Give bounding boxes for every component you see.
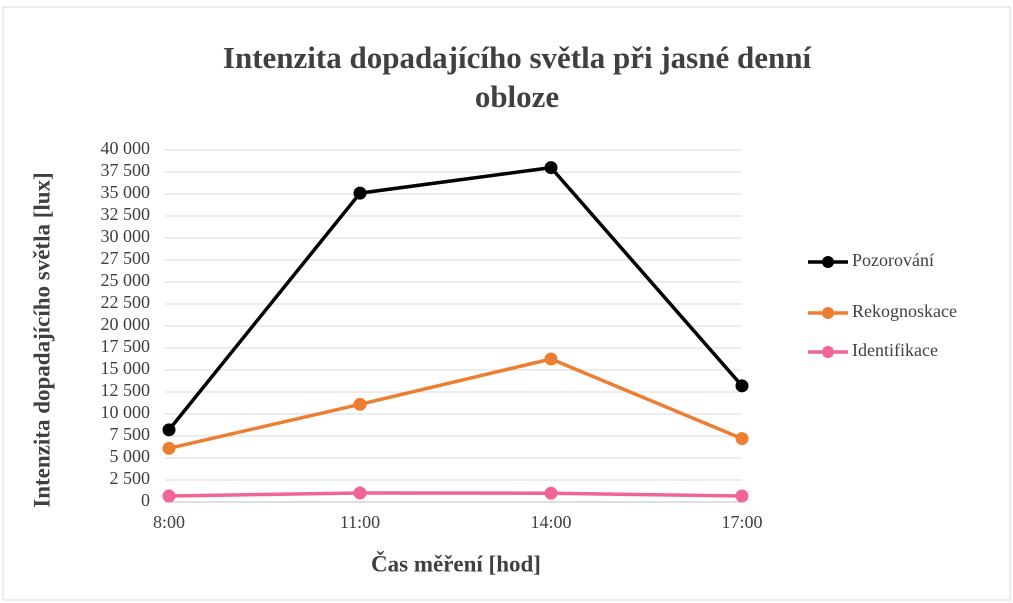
y-tick-label: 32 500 (101, 204, 151, 224)
point (353, 186, 367, 200)
y-tick-label: 20 000 (101, 314, 151, 334)
series-line (168, 491, 743, 498)
legend-label: Pozorování (852, 250, 934, 270)
y-tick-label: 15 000 (101, 358, 151, 378)
y-tick-label: 30 000 (101, 226, 151, 246)
legend-label: Rekognoskace (852, 301, 957, 321)
chart-title: obloze (475, 79, 559, 114)
y-tick-label: 37 500 (101, 160, 151, 180)
y-tick-label: 12 500 (101, 380, 151, 400)
legend-marker (822, 256, 834, 268)
y-tick-label: 17 500 (101, 336, 151, 356)
series-line (168, 357, 743, 451)
y-tick-label: 40 000 (101, 138, 151, 158)
y-tick-label: 25 000 (101, 270, 151, 290)
legend-label: Identifikace (852, 340, 938, 360)
y-tick-label: 35 000 (101, 182, 151, 202)
series-line (167, 165, 744, 431)
point (544, 352, 558, 366)
chart-title: Intenzita dopadajícího světla při jasné … (223, 40, 812, 75)
point (544, 161, 558, 175)
point (544, 486, 558, 500)
point (162, 441, 176, 455)
y-tick-label: 10 000 (101, 402, 151, 422)
x-tick-label: 14:00 (530, 512, 571, 532)
point (162, 423, 176, 437)
point (353, 397, 367, 411)
x-tick-label: 8:00 (153, 512, 185, 532)
point (735, 379, 749, 393)
point (353, 486, 367, 500)
y-tick-label: 22 500 (101, 292, 151, 312)
point (735, 432, 749, 446)
point (162, 489, 176, 503)
legend-marker (822, 307, 834, 319)
y-tick-label: 0 (141, 490, 150, 510)
y-tick-label: 5 000 (110, 446, 151, 466)
y-tick-label: 2 500 (110, 468, 151, 488)
y-tick-label: 27 500 (101, 248, 151, 268)
legend-marker (822, 346, 834, 358)
y-tick-label: 7 500 (110, 424, 151, 444)
y-axis-label: Intenzita dopadajícího světla [lux] (29, 172, 54, 507)
x-tick-label: 11:00 (340, 512, 380, 532)
x-tick-label: 17:00 (721, 512, 762, 532)
x-axis-label: Čas měření [hod] (371, 550, 541, 576)
point (735, 489, 749, 503)
